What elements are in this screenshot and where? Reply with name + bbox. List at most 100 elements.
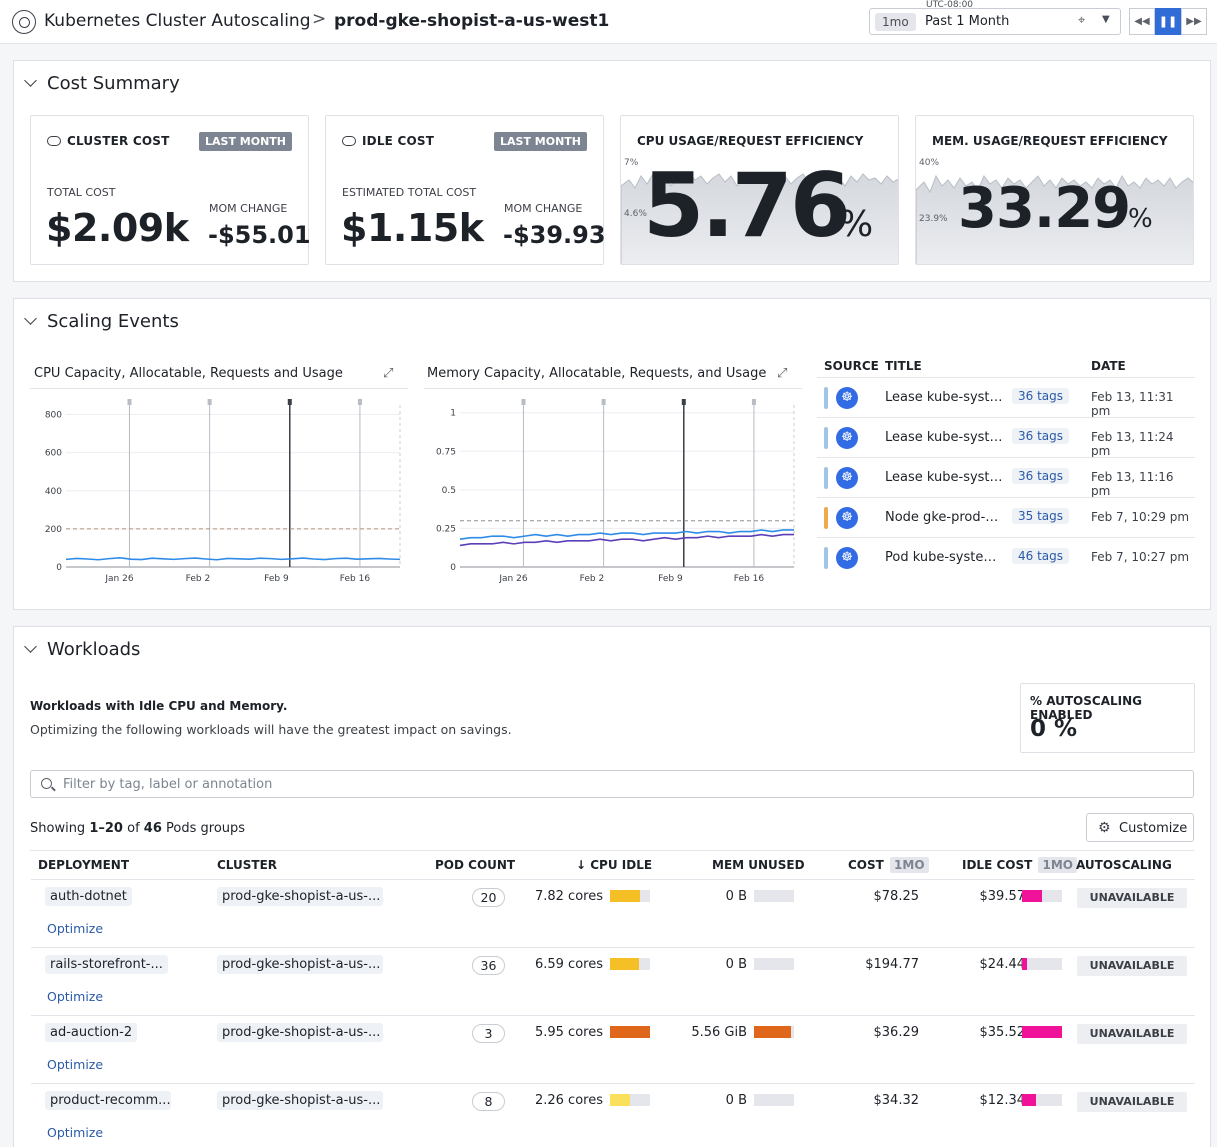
col-deployment[interactable]: DEPLOYMENT <box>38 858 130 872</box>
filter-placeholder: Filter by tag, label or annotation <box>63 777 273 792</box>
mem-chart-title: Memory Capacity, Allocatable, Requests, … <box>427 366 767 381</box>
event-row[interactable]: ☸ Pod kube-system/... 46 tags Feb 7, 10:27 … <box>817 537 1195 577</box>
event-status-bar <box>824 547 828 569</box>
y-tick-label: 1 <box>450 409 456 419</box>
chevron-down-icon[interactable]: ▼ <box>1102 14 1110 25</box>
axis-tick: 23.9% <box>919 214 948 224</box>
mem-efficiency-card: MEM. USAGE/REQUEST EFFICIENCY 40% 23.9% … <box>915 115 1194 265</box>
breadcrumb-separator-icon: > <box>312 9 327 29</box>
expand-icon[interactable]: ⤢ <box>383 366 394 381</box>
event-title[interactable]: Lease kube-syste... <box>885 430 1003 445</box>
workloads-header[interactable]: Workloads <box>24 639 140 660</box>
col-mem-unused[interactable]: MEM UNUSED <box>712 858 805 872</box>
cluster-tag[interactable]: prod-gke-shopist-a-us-... <box>217 1091 383 1110</box>
event-title[interactable]: Lease kube-syste... <box>885 390 1003 405</box>
autoscaling-status-badge: UNAVAILABLE <box>1077 888 1187 908</box>
mom-change-value: -$55.01 <box>208 221 311 249</box>
event-row[interactable]: ☸ Node gke-prod-g... 35 tags Feb 7, 10:29 p… <box>817 497 1195 537</box>
optimize-link[interactable]: Optimize <box>47 1057 104 1072</box>
idle-cost-bar <box>1022 1026 1062 1038</box>
chevron-down-icon[interactable] <box>24 74 37 87</box>
idle-cost-value: $39.57 <box>979 889 1026 904</box>
table-row: auth-dotnet Optimize prod-gke-shopist-a-us… <box>31 879 1195 947</box>
chevron-down-icon[interactable] <box>24 312 37 325</box>
fast-forward-button[interactable]: ▶▶ <box>1181 8 1207 35</box>
mom-change-value: -$39.93 <box>503 221 606 249</box>
x-tick-label: Feb 9 <box>264 574 289 584</box>
deployment-tag[interactable]: ad-auction-2 <box>45 1023 138 1042</box>
mem-chart[interactable]: 1 0.75 0.5 0.25 0 Jan 26 Feb 2 Feb 9 Feb 16 <box>424 397 802 595</box>
event-title[interactable]: Lease kube-syste... <box>885 470 1003 485</box>
col-autoscaling[interactable]: AUTOSCALING <box>1076 858 1172 872</box>
deployment-tag[interactable]: auth-dotnet <box>45 887 132 906</box>
y-tick-label: 0.75 <box>436 447 456 457</box>
cluster-tag[interactable]: prod-gke-shopist-a-us-... <box>217 887 383 906</box>
event-tags[interactable]: 35 tags <box>1012 508 1070 524</box>
event-tags[interactable]: 36 tags <box>1012 388 1070 404</box>
chevron-down-icon[interactable] <box>24 640 37 653</box>
optimize-link[interactable]: Optimize <box>47 989 104 1004</box>
cpu-chart[interactable]: 800 600 400 200 0 Jan 26 Feb 2 Feb 9 Feb 16 <box>30 397 408 595</box>
filter-input[interactable]: Filter by tag, label or annotation <box>30 770 1194 798</box>
time-range-picker[interactable]: 1mo Past 1 Month ⌖ ▼ <box>869 8 1121 35</box>
event-marker-handle <box>357 399 362 405</box>
col-idle-cost[interactable]: IDLE COST 1MO <box>962 851 1077 879</box>
cpu-idle-bar <box>610 958 650 970</box>
event-tags[interactable]: 46 tags <box>1012 548 1070 564</box>
workloads-panel: Workloads Workloads with Idle CPU and Me… <box>13 626 1211 1147</box>
period-chip: 1MO <box>1038 857 1077 873</box>
autoscaling-status-badge: UNAVAILABLE <box>1077 1024 1187 1044</box>
optimize-link[interactable]: Optimize <box>47 921 104 936</box>
idle-cost-title: IDLE COST <box>342 134 434 148</box>
showing-prefix: Showing <box>30 821 86 836</box>
cluster-tag[interactable]: prod-gke-shopist-a-us-... <box>217 1023 383 1042</box>
idle-cost-value: $12.34 <box>979 1093 1026 1108</box>
x-tick-label: Jan 26 <box>104 574 133 584</box>
pin-icon[interactable]: ⌖ <box>1078 13 1086 28</box>
event-row[interactable]: ☸ Lease kube-syste... 36 tags Feb 13, 11:16… <box>817 457 1195 498</box>
kubernetes-icon: ☸ <box>836 507 858 529</box>
x-tick-label: Jan 26 <box>498 574 527 584</box>
page-title[interactable]: Kubernetes Cluster Autoscaling <box>44 11 311 31</box>
scaling-events-header[interactable]: Scaling Events <box>24 311 179 332</box>
idle-cost-bar <box>1022 890 1062 902</box>
rewind-button[interactable]: ◀◀ <box>1129 8 1155 35</box>
time-range-chip: 1mo <box>875 13 916 31</box>
col-cost[interactable]: COST 1MO <box>848 851 929 879</box>
cpu-idle-bar <box>610 1094 650 1106</box>
cost-summary-header[interactable]: Cost Summary <box>24 73 180 94</box>
cluster-breadcrumb[interactable]: prod-gke-shopist-a-us-west1 <box>334 11 610 31</box>
event-row[interactable]: ☸ Lease kube-syste... 36 tags Feb 13, 11:24… <box>817 417 1195 458</box>
x-tick-label: Feb 2 <box>580 574 605 584</box>
event-row[interactable]: ☸ Lease kube-syste... 36 tags Feb 13, 11:31… <box>817 377 1195 418</box>
event-title[interactable]: Pod kube-system/... <box>885 550 1003 565</box>
total-cost-value: $2.09k <box>46 206 189 250</box>
expand-icon[interactable]: ⤢ <box>777 366 788 381</box>
col-pod-count[interactable]: POD COUNT <box>435 858 516 872</box>
col-cluster[interactable]: CLUSTER <box>217 858 278 872</box>
col-cpu-idle-label: CPU IDLE <box>590 858 653 872</box>
cloud-cost-icon <box>47 136 61 146</box>
events-col-source[interactable]: SOURCE <box>824 359 879 373</box>
cpu-idle-bar-fill <box>610 1026 650 1038</box>
autoscaling-enabled-label: % AUTOSCALING ENABLED <box>1030 694 1142 722</box>
event-title[interactable]: Node gke-prod-g... <box>885 510 1003 525</box>
mem-unused-value: 0 B <box>725 889 747 904</box>
timezone-label: UTC-08:00 <box>926 0 974 10</box>
cost-summary-title: Cost Summary <box>47 73 180 94</box>
event-tags[interactable]: 36 tags <box>1012 428 1070 444</box>
y-tick-label: 0.5 <box>442 486 456 496</box>
col-cpu-idle[interactable]: ↓ CPU IDLE <box>576 851 652 879</box>
customize-button[interactable]: ⚙ Customize <box>1086 813 1194 842</box>
deployment-tag[interactable]: product-recomm... <box>45 1091 171 1110</box>
event-tags[interactable]: 36 tags <box>1012 468 1070 484</box>
deployment-tag[interactable]: rails-storefront-... <box>45 955 168 974</box>
cloud-cost-icon <box>342 136 356 146</box>
table-row: product-recomm... Optimize prod-gke-shopis… <box>31 1083 1195 1147</box>
events-col-title[interactable]: TITLE <box>885 359 922 373</box>
mem-efficiency-value: 33.29 <box>958 176 1131 241</box>
optimize-link[interactable]: Optimize <box>47 1125 104 1140</box>
pause-button[interactable]: ❚❚ <box>1155 8 1181 35</box>
cluster-tag[interactable]: prod-gke-shopist-a-us-... <box>217 955 383 974</box>
events-col-date[interactable]: DATE <box>1091 359 1126 373</box>
